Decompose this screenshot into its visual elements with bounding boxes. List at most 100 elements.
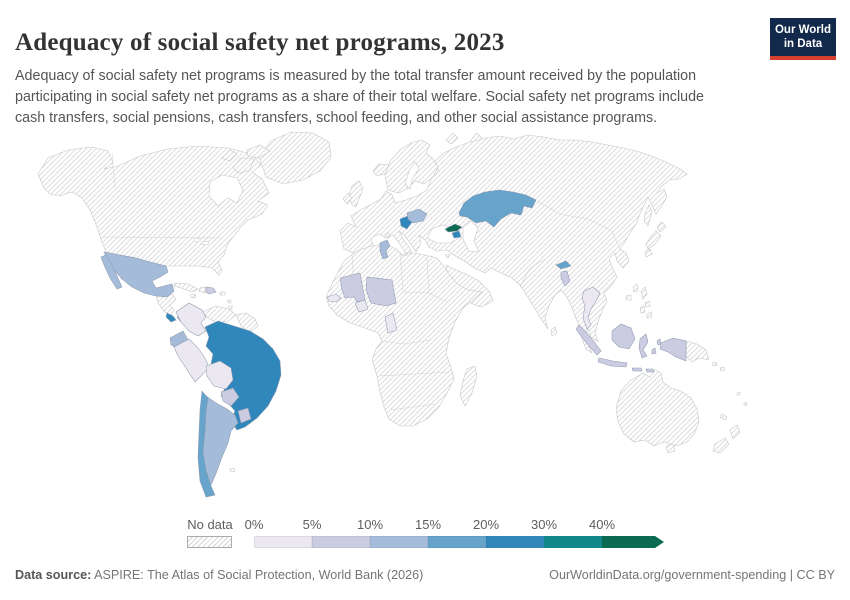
arctic-island[interactable] <box>221 149 238 162</box>
landmass-papua-new-guinea[interactable] <box>685 340 710 363</box>
island-cyprus[interactable] <box>444 253 451 259</box>
island-philippines[interactable] <box>646 311 653 319</box>
island-puerto-rico[interactable] <box>219 291 226 296</box>
country-thailand[interactable] <box>581 286 601 330</box>
legend-bin-segment[interactable] <box>428 536 486 548</box>
island-sri-lanka[interactable] <box>550 326 558 337</box>
island-kyushu[interactable] <box>644 248 653 258</box>
legend-bin-segment[interactable] <box>370 536 428 548</box>
country-senegal[interactable] <box>326 293 342 303</box>
landmass-guyanas[interactable] <box>235 312 259 334</box>
island-cuba[interactable] <box>173 282 199 293</box>
legend-tick-label: 40% <box>588 517 616 532</box>
country-nepal[interactable] <box>555 260 572 270</box>
island-new-zealand-north[interactable] <box>729 424 741 440</box>
country-dominican-republic[interactable] <box>205 286 217 295</box>
country-uruguay[interactable] <box>237 407 252 424</box>
legend-tick-labels: 0% 5% 10% 15% 20% 30% 40% <box>245 517 674 533</box>
small-island[interactable] <box>711 361 718 367</box>
legend-bin-segment[interactable] <box>312 536 370 548</box>
landmass-venezuela[interactable] <box>202 305 237 324</box>
great-lake <box>193 237 201 243</box>
country-paraguay[interactable] <box>220 387 240 407</box>
country-indonesia-moluccas[interactable] <box>656 338 662 346</box>
island-new-caledonia[interactable] <box>719 413 728 421</box>
island-philippines[interactable] <box>644 300 651 308</box>
country-indonesia-west-papua[interactable] <box>659 337 687 362</box>
landmass-scandinavia[interactable] <box>384 139 439 194</box>
country-burkina-faso[interactable] <box>354 299 369 313</box>
legend-bin-segment[interactable] <box>544 536 602 548</box>
island-madagascar[interactable] <box>459 365 478 407</box>
island-haiti[interactable] <box>198 286 206 294</box>
small-island[interactable] <box>743 401 748 406</box>
island-philippines[interactable] <box>639 305 646 314</box>
legend-no-data-swatch[interactable] <box>187 536 232 548</box>
country-indonesia-java[interactable] <box>597 357 628 368</box>
legend-tick-label: 20% <box>472 517 500 532</box>
island-tasmania[interactable] <box>665 443 676 454</box>
arctic-island[interactable] <box>232 157 255 174</box>
landmass-north-america[interactable] <box>37 145 270 276</box>
island-jamaica[interactable] <box>189 293 197 299</box>
small-island[interactable] <box>227 299 232 304</box>
country-indonesia-lesser-sunda[interactable] <box>631 367 643 372</box>
legend-bin-segment[interactable] <box>602 536 664 548</box>
country-cameroon[interactable] <box>384 312 398 334</box>
landmass-eurasia[interactable] <box>339 134 688 354</box>
legend-tick-label: 0% <box>244 517 264 532</box>
island-honshu[interactable] <box>645 230 662 250</box>
country-chile[interactable] <box>197 390 216 498</box>
country-mexico[interactable] <box>103 251 175 298</box>
country-romania[interactable] <box>406 208 428 224</box>
arctic-island[interactable] <box>445 132 459 145</box>
island-sakhalin[interactable] <box>643 204 653 227</box>
legend-tick-label: 15% <box>414 517 442 532</box>
country-niger[interactable] <box>365 276 397 307</box>
landmass-australia[interactable] <box>615 369 700 447</box>
legend-bin-segment[interactable] <box>486 536 544 548</box>
page-subtitle: Adequacy of social safety net programs i… <box>15 68 704 126</box>
country-tunisia[interactable] <box>379 239 391 260</box>
country-mexico-baja[interactable] <box>100 254 123 290</box>
small-island[interactable] <box>719 366 726 372</box>
inland-seas <box>193 161 498 253</box>
country-indonesia-moluccas[interactable] <box>651 347 657 355</box>
small-island[interactable] <box>228 305 233 310</box>
island-ireland[interactable] <box>342 192 353 205</box>
legend-tick-label: 10% <box>356 517 384 532</box>
landmass-africa[interactable] <box>325 243 483 427</box>
country-mali[interactable] <box>339 272 366 303</box>
island-corsica[interactable] <box>385 232 390 239</box>
border-line <box>426 256 430 294</box>
island-great-britain[interactable] <box>348 180 364 208</box>
country-costa-rica[interactable] <box>165 312 177 323</box>
arctic-island[interactable] <box>246 144 271 159</box>
country-indonesia-sulawesi[interactable] <box>638 333 649 359</box>
country-bangladesh[interactable] <box>560 270 571 287</box>
country-colombia[interactable] <box>175 302 207 337</box>
country-bolivia[interactable] <box>205 360 234 390</box>
landmass-greenland[interactable] <box>258 131 332 185</box>
island-philippines[interactable] <box>640 286 648 300</box>
country-georgia[interactable] <box>444 223 463 233</box>
island-hainan[interactable] <box>625 294 632 301</box>
country-armenia[interactable] <box>451 230 462 239</box>
legend-color-bar <box>254 536 664 548</box>
owid-logo[interactable]: Our World in Data <box>770 18 836 60</box>
footer-link-text[interactable]: OurWorldinData.org/government-spending |… <box>549 568 835 582</box>
landmass-central-america[interactable] <box>155 293 177 317</box>
island-hokkaido[interactable] <box>656 221 667 233</box>
island-new-zealand-south[interactable] <box>712 437 730 454</box>
country-peru[interactable] <box>173 338 210 383</box>
country-indonesia-lesser-sunda[interactable] <box>645 368 655 373</box>
country-indonesia-sumatra[interactable] <box>575 324 602 356</box>
country-indonesia-borneo[interactable] <box>611 323 636 350</box>
country-kazakhstan[interactable] <box>458 189 537 228</box>
island-taiwan[interactable] <box>632 283 639 293</box>
island-falklands[interactable] <box>229 467 236 473</box>
small-island[interactable] <box>736 391 741 396</box>
legend-bin-segment[interactable] <box>254 536 312 548</box>
